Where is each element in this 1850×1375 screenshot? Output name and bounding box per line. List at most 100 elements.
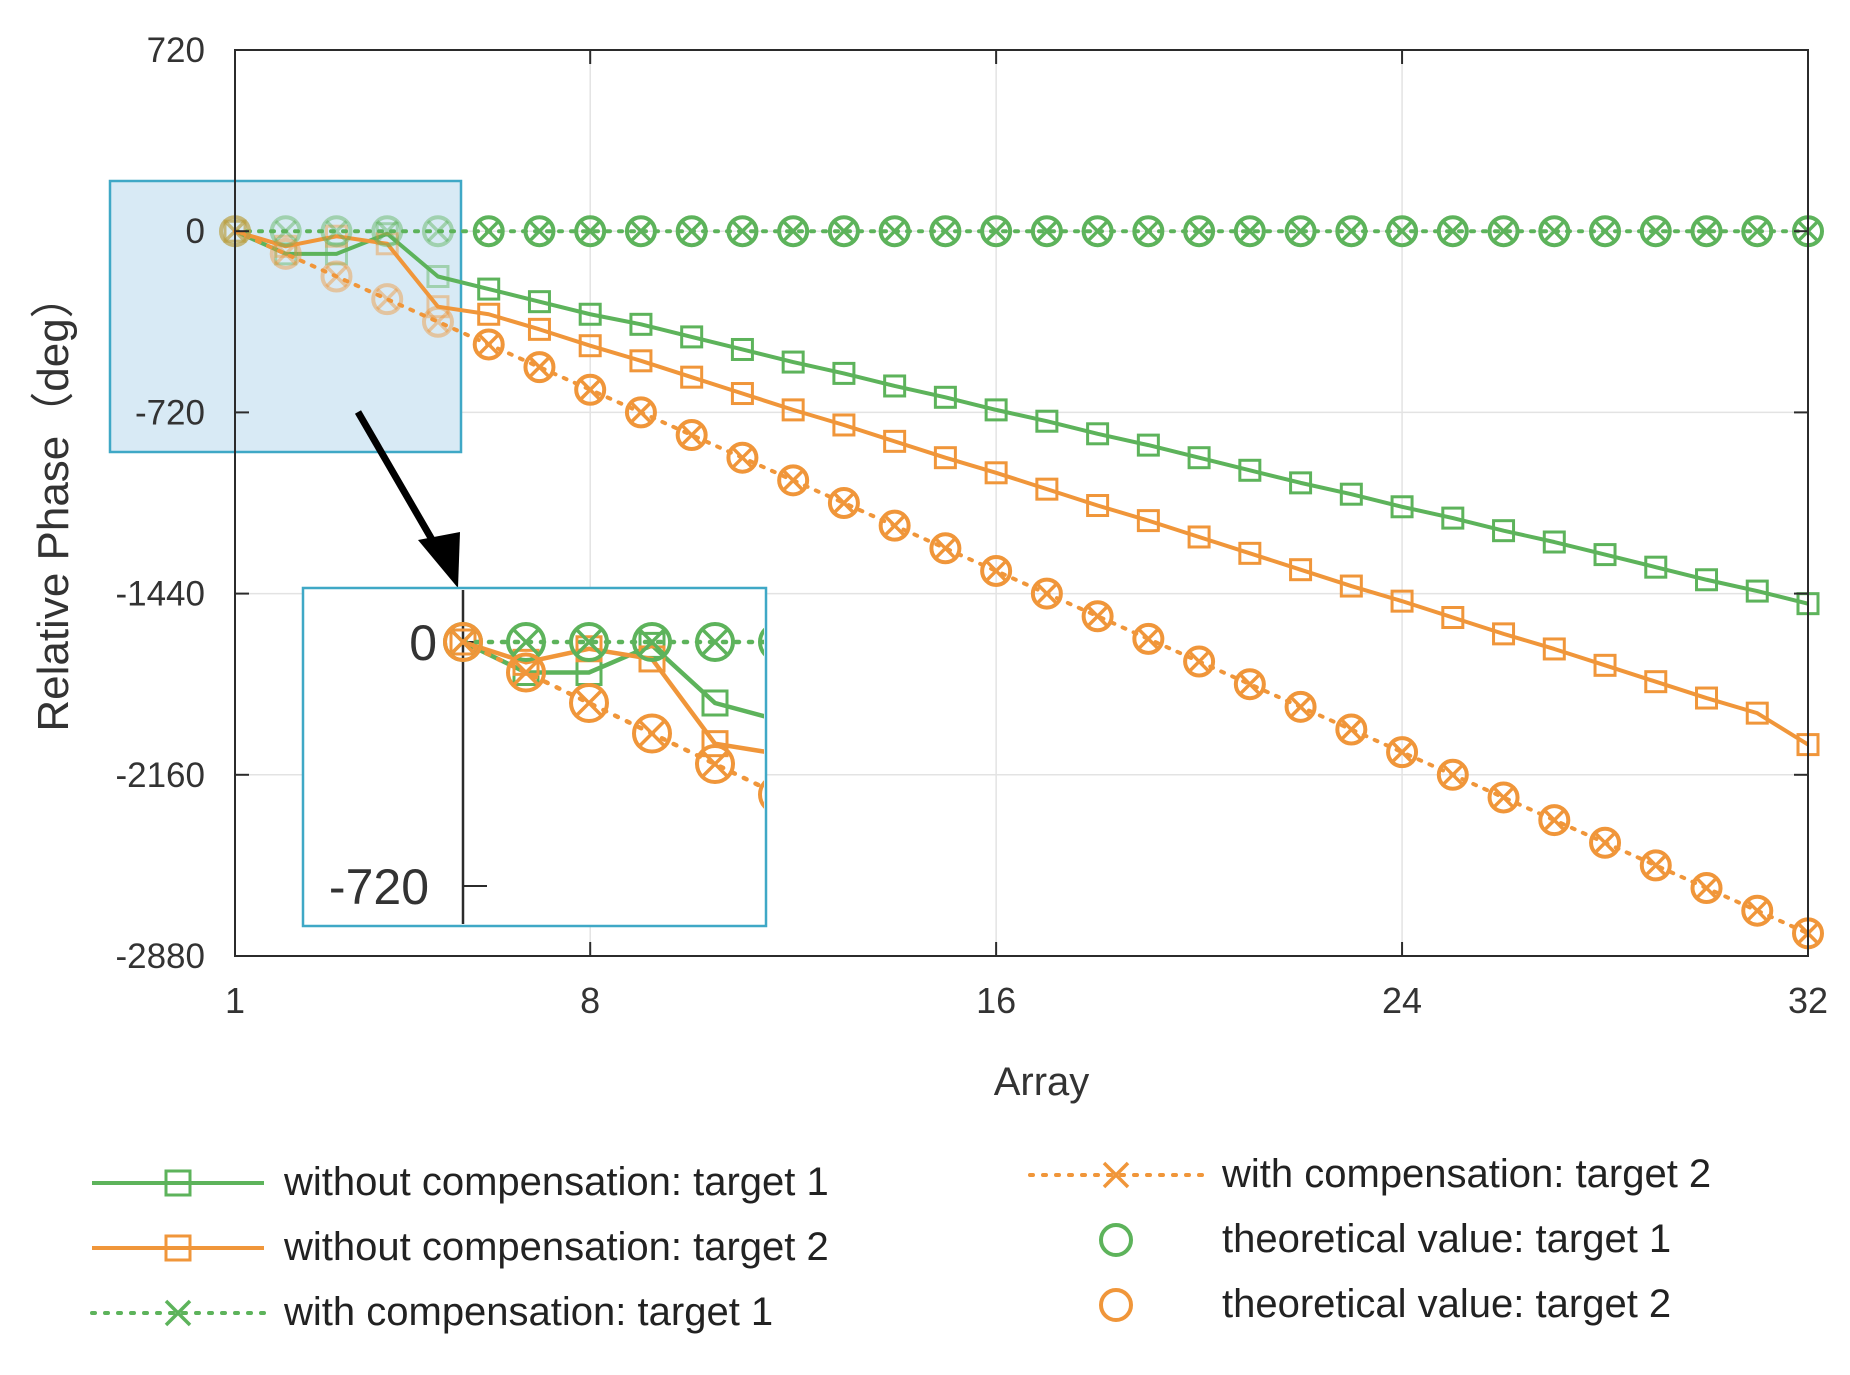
data-point	[730, 382, 754, 406]
data-point	[528, 355, 551, 379]
inset-data-point	[506, 622, 546, 662]
data-point	[1030, 215, 1063, 248]
data-point	[1695, 686, 1719, 710]
data-point	[1745, 701, 1769, 725]
data-point	[375, 219, 399, 243]
inset-data-point	[701, 628, 729, 656]
data-point	[832, 361, 856, 385]
data-point	[726, 441, 759, 474]
inset-series-5	[443, 622, 764, 809]
x-tick-label: 32	[1788, 980, 1828, 1021]
y-tick-label: -1440	[115, 575, 205, 614]
inset-plot	[443, 590, 790, 924]
data-point	[1187, 650, 1211, 673]
legend-marker	[164, 1299, 192, 1327]
data-point	[1589, 215, 1622, 248]
x-tick-label: 8	[580, 980, 600, 1021]
data-point	[1492, 519, 1516, 543]
data-point	[878, 215, 911, 248]
x-tick-label: 24	[1382, 980, 1422, 1021]
series-line	[233, 229, 1810, 936]
arrow-shaft	[354, 410, 442, 552]
series-lines	[219, 215, 1824, 950]
data-point	[934, 537, 957, 560]
data-point	[1035, 409, 1059, 433]
y-axis-label: Relative Phase（deg）	[29, 274, 78, 731]
data-point	[984, 398, 1008, 422]
data-point	[1690, 215, 1723, 248]
series-2	[223, 219, 1820, 243]
data-point	[1233, 668, 1266, 701]
data-point	[1386, 215, 1419, 248]
inset-data-point	[638, 628, 666, 656]
data-point	[421, 305, 454, 338]
inset-data-point	[766, 630, 790, 654]
data-point	[1639, 849, 1672, 882]
data-point	[1390, 495, 1414, 519]
legend-label: with compensation: target 1	[283, 1290, 773, 1334]
data-point	[1436, 758, 1469, 791]
data-point	[1492, 786, 1515, 809]
data-point	[827, 215, 860, 248]
data-point	[929, 215, 962, 248]
data-point	[527, 317, 551, 341]
data-point	[1741, 894, 1774, 927]
data-point	[1593, 543, 1617, 567]
data-point	[883, 219, 906, 243]
inset-frame	[301, 586, 768, 928]
data-point	[1340, 718, 1363, 741]
data-point	[1289, 471, 1313, 495]
inset-data-point	[766, 708, 790, 732]
data-point	[274, 234, 298, 258]
inset-data-point	[701, 730, 729, 758]
data-point	[1035, 477, 1059, 501]
data-point	[781, 350, 805, 374]
data-point	[883, 514, 906, 537]
inset-data-point	[701, 689, 729, 717]
legend-marker	[1099, 1223, 1133, 1257]
data-point	[1183, 645, 1216, 678]
data-point	[878, 509, 911, 542]
data-point	[1335, 215, 1368, 248]
legend-item: without compensation: target 1	[92, 1160, 829, 1204]
inset-data-point	[569, 622, 609, 662]
data-point	[578, 334, 602, 358]
data-point	[1690, 872, 1723, 905]
data-point	[1436, 215, 1469, 248]
legend-item: with compensation: target 2	[1028, 1152, 1711, 1196]
data-point	[1695, 568, 1719, 592]
data-point	[680, 365, 704, 389]
data-point	[375, 232, 399, 256]
data-point	[1390, 219, 1414, 243]
data-point	[523, 351, 556, 384]
data-point	[1086, 422, 1110, 446]
data-point	[426, 310, 450, 334]
legend-marker	[164, 1234, 192, 1262]
data-point	[1390, 589, 1414, 613]
data-point	[1695, 219, 1718, 243]
data-point	[1132, 215, 1165, 248]
data-point	[980, 215, 1013, 248]
series-3	[223, 219, 1820, 945]
data-point	[1238, 672, 1262, 696]
data-point	[731, 446, 754, 469]
data-point	[1745, 579, 1769, 603]
inset-data-point	[701, 750, 729, 778]
inset-data-point	[766, 742, 790, 766]
data-point	[1132, 622, 1165, 655]
data-point	[832, 413, 856, 437]
data-point	[472, 328, 505, 361]
data-point	[1543, 219, 1566, 243]
data-point	[680, 219, 703, 243]
data-point	[629, 219, 653, 243]
inset-data-point	[506, 652, 546, 693]
data-point	[324, 224, 348, 248]
zoom-arrow	[354, 410, 460, 588]
data-point	[781, 398, 805, 422]
data-point	[325, 219, 348, 243]
data-point	[1187, 525, 1211, 549]
inset-y-tick-label: -720	[329, 859, 429, 915]
data-point	[933, 446, 957, 470]
data-point	[274, 242, 298, 266]
data-point	[675, 215, 708, 248]
